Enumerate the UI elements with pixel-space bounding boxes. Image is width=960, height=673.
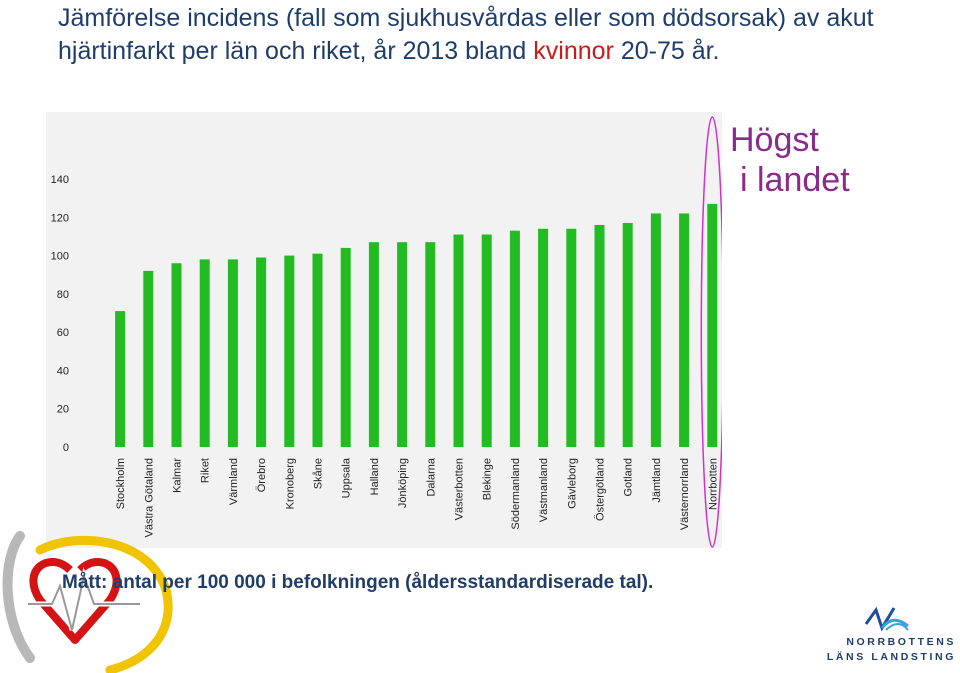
bar-södermanland: [509, 230, 520, 447]
bar-västra-götaland: [143, 270, 154, 447]
heart-logo-icon: [2, 531, 173, 673]
bar-blekinge: [481, 234, 492, 447]
bar-halland: [368, 242, 379, 447]
bar-gävleborg: [566, 228, 577, 447]
bar-jämtland: [650, 213, 661, 447]
x-tick-label: Värmland: [228, 458, 240, 505]
bar-jönköping: [397, 242, 408, 447]
y-tick-label: 0: [63, 442, 69, 454]
x-tick-label: Gävleborg: [566, 458, 578, 509]
chart-area: 0 20 40 60 80 100 120 140 Stockholm Västra Götala…: [46, 112, 722, 548]
x-tick-label: Dalarna: [425, 457, 437, 496]
y-tick-label: 140: [51, 174, 69, 186]
x-tick-label: Stockholm: [115, 458, 127, 509]
bar-norrbotten: [707, 203, 718, 447]
title-part-1: Jämförelse incidens (fall som sjukhusvår…: [58, 4, 874, 65]
y-tick-label: 100: [51, 251, 69, 263]
x-tick-label: Kalmar: [172, 458, 184, 493]
title-highlight-kvinnor: kvinnor: [533, 37, 614, 65]
x-tick-label: Riket: [200, 458, 212, 483]
bar-chart: 0 20 40 60 80 100 120 140 Stockholm Västra Götala…: [51, 116, 722, 548]
bar-riket: [199, 259, 210, 447]
x-tick-label: Skåne: [313, 458, 325, 489]
organization-logo: NORRBOTTENS LÄNS LANDSTING: [818, 606, 960, 668]
bar-kalmar: [171, 263, 182, 447]
bar-västerbotten: [453, 234, 464, 447]
highest-callout: Högst i landet: [730, 120, 850, 200]
y-tick-label: 60: [57, 327, 69, 339]
x-tick-label: Västernorrland: [679, 458, 691, 530]
callout-line-2: i landet: [740, 161, 850, 199]
highlight-ring: [700, 116, 722, 548]
y-tick-label: 40: [57, 365, 69, 377]
title-part-2: 20-75 år.: [613, 37, 720, 65]
bar-västmanland: [538, 228, 549, 447]
x-tick-label: Gotland: [623, 458, 635, 497]
x-tick-label: Örebro: [256, 458, 268, 492]
x-tick-label: Uppsala: [341, 457, 353, 498]
logo-line-2: LÄNS LANDSTING: [826, 651, 956, 663]
y-tick-label: 120: [51, 212, 69, 224]
wave-mark-icon: [864, 606, 909, 632]
x-tick-label: Norrbotten: [707, 458, 719, 510]
bar-västernorrland: [679, 213, 690, 447]
x-tick-label: Jönköping: [397, 458, 409, 508]
x-tick-label: Södermanland: [510, 458, 522, 530]
bar-dalarna: [425, 242, 436, 447]
x-tick-label: Jämtland: [651, 458, 663, 503]
x-tick-label: Halland: [369, 458, 381, 495]
callout-line-1: Högst: [730, 121, 819, 159]
y-tick-label: 20: [57, 404, 69, 416]
y-tick-label: 80: [57, 289, 69, 301]
x-tick-label: Blekinge: [482, 458, 494, 500]
bar-uppsala: [340, 247, 351, 447]
x-tick-label: Västerbotten: [454, 458, 466, 520]
x-tick-label: Västra Götaland: [143, 458, 155, 538]
bar-östergötland: [594, 224, 605, 447]
bar-värmland: [227, 259, 238, 447]
bar-skåne: [312, 253, 323, 447]
x-tick-label: Kronoberg: [284, 458, 296, 509]
logo-line-1: NORRBOTTENS: [846, 636, 956, 648]
measure-note: Mått: antal per 100 000 i befolkningen (…: [62, 572, 654, 593]
x-tick-label: Östergötland: [595, 458, 607, 521]
bar-gotland: [622, 223, 633, 447]
bar-örebro: [256, 257, 267, 447]
bar-stockholm: [115, 311, 126, 447]
bar-kronoberg: [284, 255, 295, 447]
x-tick-label: Västmanland: [538, 458, 550, 522]
chart-title: Jämförelse incidens (fall som sjukhusvår…: [58, 2, 918, 68]
